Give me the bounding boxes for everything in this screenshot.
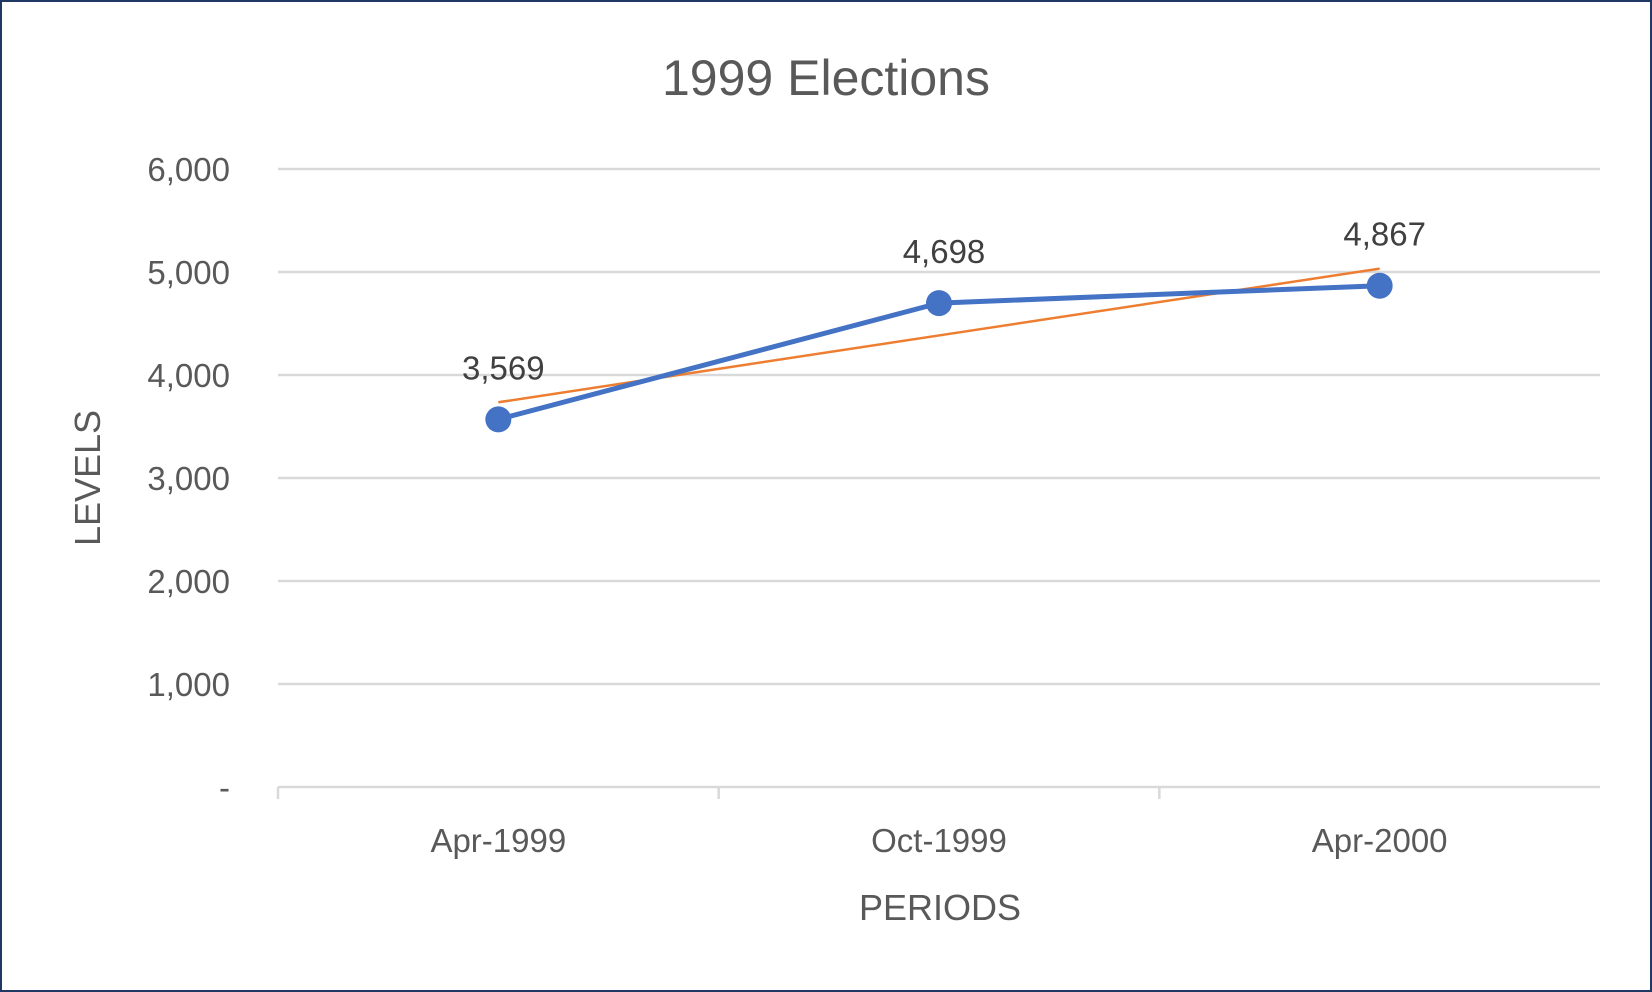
data-label: 4,867 xyxy=(1343,216,1426,253)
x-axis xyxy=(276,785,1600,799)
data-labels: 3,569 4,698 4,867 xyxy=(462,216,1426,387)
y-tick-label: - xyxy=(219,769,230,806)
y-tick-label: 5,000 xyxy=(147,254,230,291)
y-tick-label: 3,000 xyxy=(147,460,230,497)
data-label: 3,569 xyxy=(462,349,545,386)
y-tick-label: 1,000 xyxy=(147,666,230,703)
chart-title: 1999 Elections xyxy=(662,50,990,106)
data-point xyxy=(1366,272,1393,299)
x-axis-title: PERIODS xyxy=(859,887,1021,928)
y-tick-label: 6,000 xyxy=(147,151,230,188)
data-point xyxy=(926,290,952,317)
x-tick-label: Apr-1999 xyxy=(430,822,566,859)
x-axis-ticks: Apr-1999 Oct-1999 Apr-2000 xyxy=(430,822,1447,859)
y-axis-title: LEVELS xyxy=(67,410,108,546)
data-label: 4,698 xyxy=(903,233,986,270)
series-layer xyxy=(485,272,1393,433)
x-tick-label: Oct-1999 xyxy=(871,822,1007,859)
x-tick-label: Apr-2000 xyxy=(1312,822,1448,859)
data-point xyxy=(485,406,512,433)
y-tick-label: 4,000 xyxy=(147,357,230,394)
gridlines xyxy=(278,167,1600,686)
y-tick-label: 2,000 xyxy=(147,563,230,600)
y-axis-ticks: - 1,000 2,000 3,000 4,000 5,000 6,000 xyxy=(147,151,230,806)
